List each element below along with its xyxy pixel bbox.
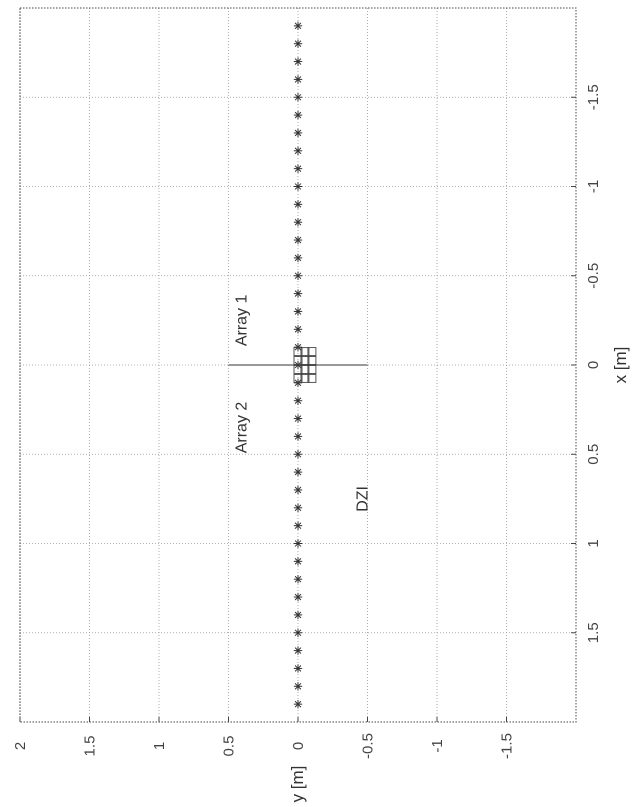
asterisk-point <box>293 271 303 280</box>
y-tick-label: 2 <box>12 742 29 750</box>
annotations: Array 1 Array 2 DZI <box>234 294 372 511</box>
asterisk-point <box>293 503 303 512</box>
annotation-label: DZI <box>355 486 372 512</box>
asterisk-point <box>293 182 303 191</box>
y-tick-label: 0 <box>290 742 307 750</box>
asterisk-point <box>293 235 303 245</box>
asterisk-point <box>293 646 303 655</box>
asterisk-point <box>293 557 303 566</box>
y-tick-label: 0.5 <box>221 736 238 757</box>
asterisk-point <box>293 432 303 441</box>
asterisk-point <box>293 342 303 352</box>
x-tick-label: 0 <box>585 361 602 369</box>
asterisk-point <box>293 467 303 477</box>
asterisk-point <box>293 75 303 84</box>
x-tick-label: -0.5 <box>585 263 602 289</box>
y-tick-label: 1 <box>151 742 168 750</box>
x-tick-label: 1 <box>585 539 602 547</box>
asterisk-point <box>293 378 303 388</box>
asterisk-point <box>293 289 303 298</box>
asterisk-point <box>293 628 303 637</box>
asterisk-point <box>293 39 303 48</box>
asterisk-point <box>293 57 303 66</box>
asterisk-point <box>293 218 303 227</box>
asterisk-point <box>293 682 303 691</box>
x-tick-label: 0.5 <box>585 444 602 465</box>
square-point <box>293 373 303 383</box>
asterisk-point <box>293 164 303 173</box>
y-tick-label: -0.5 <box>360 733 377 759</box>
asterisk-point <box>293 110 303 120</box>
asterisk-point <box>293 307 303 316</box>
square-point <box>293 347 303 357</box>
asterisk-point <box>293 699 303 709</box>
annotation-label: Array 1 <box>234 294 251 346</box>
asterisk-point <box>293 575 303 584</box>
asterisk-point <box>293 414 303 423</box>
asterisk-point <box>293 450 303 459</box>
x-tick-label: 1.5 <box>585 622 602 643</box>
asterisk-point <box>293 325 303 334</box>
asterisk-point <box>293 610 303 620</box>
asterisk-point <box>293 146 303 155</box>
x-tick-label: -1.5 <box>585 84 602 110</box>
y-tick-label: -1 <box>429 739 446 752</box>
square-point <box>300 373 310 383</box>
y-tick-label: -1.5 <box>499 733 516 759</box>
asterisk-point <box>293 539 303 548</box>
asterisk-point <box>293 93 303 102</box>
asterisk-point <box>293 592 303 602</box>
asterisk-point <box>293 200 303 209</box>
square-point <box>300 347 310 357</box>
asterisk-point <box>293 128 303 138</box>
x-axis-label: x [m] <box>611 347 630 384</box>
asterisk-point <box>293 664 303 673</box>
y-tick-label: 1.5 <box>82 736 99 757</box>
square-point <box>307 347 317 357</box>
asterisk-point <box>293 253 303 263</box>
annotation-label: Array 2 <box>234 402 251 454</box>
y-tick-labels: -1.5 -1 -0.5 0 0.5 1 1.5 2 <box>12 717 516 759</box>
asterisk-point <box>293 485 303 495</box>
square-point <box>307 373 317 383</box>
asterisk-point <box>293 521 303 530</box>
x-tick-labels: -1.5 -1 -0.5 0 0.5 1 1.5 <box>571 84 602 643</box>
y-axis-label: y [m] <box>288 766 307 803</box>
asterisk-point <box>293 396 303 405</box>
x-tick-label: -1 <box>585 180 602 193</box>
asterisk-point <box>293 21 303 31</box>
